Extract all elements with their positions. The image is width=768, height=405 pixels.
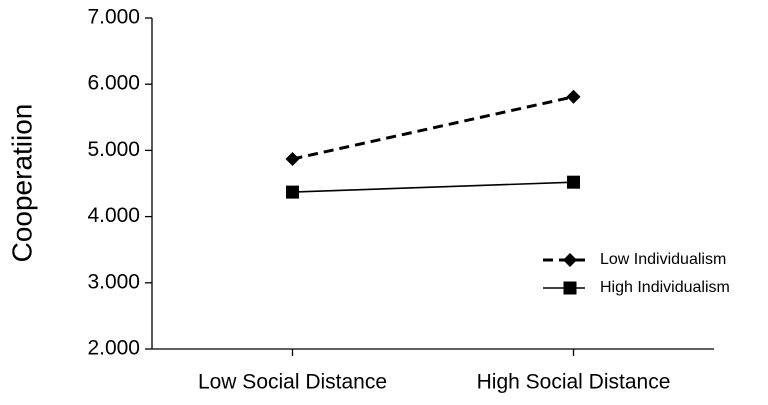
legend-label: High Individualism xyxy=(600,279,730,296)
y-tick-label: 3.000 xyxy=(87,270,140,293)
legend-label: Low Individualism xyxy=(600,251,726,268)
legend-marker xyxy=(563,253,577,267)
y-axis-label: Cooperatiion xyxy=(6,104,37,263)
x-tick-label: Low Social Distance xyxy=(198,371,387,394)
y-tick-label: 6.000 xyxy=(87,72,140,95)
point xyxy=(286,185,299,199)
legend-marker xyxy=(563,281,577,295)
y-tick-label: 5.000 xyxy=(87,138,140,161)
point xyxy=(567,175,580,189)
point xyxy=(566,89,581,104)
y-tick-label: 2.000 xyxy=(87,337,140,360)
series-line xyxy=(292,181,574,193)
x-tick-label: High Social Distance xyxy=(477,371,671,394)
point xyxy=(285,152,300,167)
series-line xyxy=(292,95,574,161)
y-tick-label: 4.000 xyxy=(87,204,140,227)
y-tick-label: 7.000 xyxy=(87,6,140,29)
